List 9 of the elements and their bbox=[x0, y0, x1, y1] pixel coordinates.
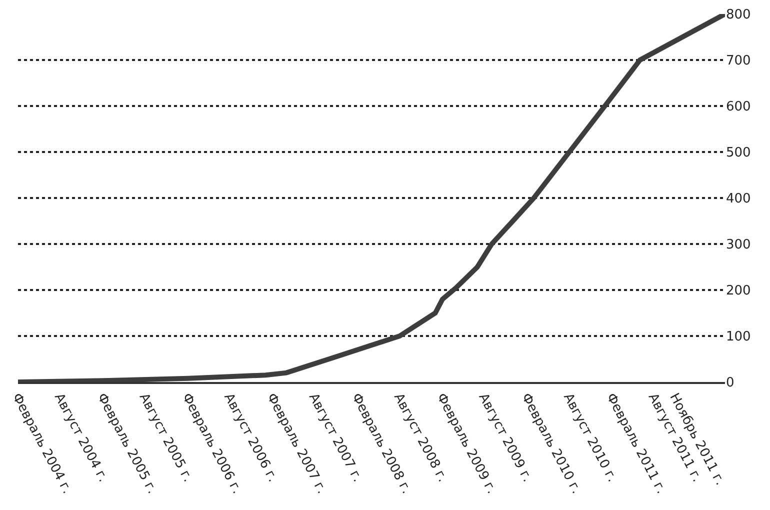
y-tick-label: 800 bbox=[726, 8, 751, 23]
y-tick-label: 500 bbox=[726, 146, 751, 161]
y-tick-label: 600 bbox=[726, 100, 751, 115]
y-tick-label: 200 bbox=[726, 284, 751, 299]
y-tick-label: 300 bbox=[726, 238, 751, 253]
y-tick-label: 400 bbox=[726, 192, 751, 207]
y-tick-label: 700 bbox=[726, 54, 751, 69]
y-tick-label: 0 bbox=[726, 376, 734, 391]
y-tick-label: 100 bbox=[726, 330, 751, 345]
